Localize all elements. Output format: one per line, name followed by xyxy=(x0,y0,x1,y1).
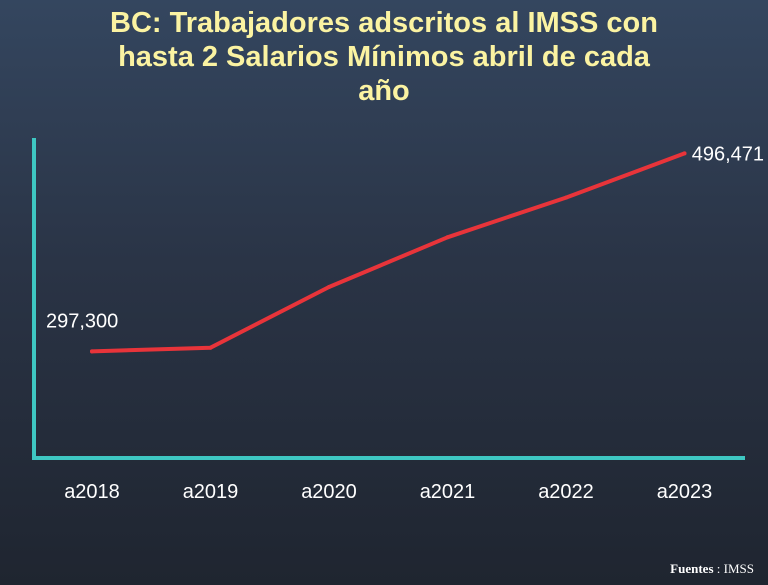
chart-title: BC: Trabajadores adscritos al IMSS con h… xyxy=(0,6,768,108)
x-tick-label-a2020: a2020 xyxy=(301,481,357,503)
x-tick-label-a2019: a2019 xyxy=(183,481,239,503)
data-point-a2022 xyxy=(564,195,568,200)
x-tick-label-a2021: a2021 xyxy=(420,481,476,503)
chart-title-line-3: año xyxy=(358,75,410,107)
data-point-a2018 xyxy=(90,349,94,354)
footer-label: Fuentes xyxy=(670,561,714,576)
series-line xyxy=(90,151,687,354)
data-point-a2020 xyxy=(327,285,331,289)
x-tick-label-a2022: a2022 xyxy=(538,481,594,503)
source-footer: Fuentes : IMSS xyxy=(670,561,754,577)
chart-title-line-2: hasta 2 Salarios Mínimos abril de cada xyxy=(118,41,650,73)
data-point-a2023 xyxy=(682,151,687,156)
x-tick-label-a2018: a2018 xyxy=(64,481,120,503)
chart-title-line-1: BC: Trabajadores adscritos al IMSS con xyxy=(110,7,658,39)
x-tick-label-a2023: a2023 xyxy=(657,481,713,503)
footer-separator: : xyxy=(716,561,721,576)
data-label-a2018: 297,300 xyxy=(46,310,118,332)
footer-source: IMSS xyxy=(723,561,754,576)
data-point-a2021 xyxy=(445,235,450,240)
data-point-a2019 xyxy=(208,345,213,350)
data-label-a2023: 496,471 xyxy=(692,143,764,165)
